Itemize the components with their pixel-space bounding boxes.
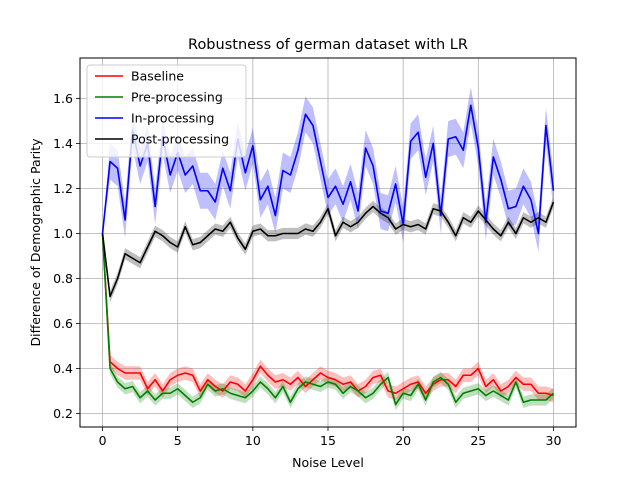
axis-ticks: 0 5 10 15 20 25 30 0.2 0.4 0.6 0.8 1.0 1.2 1.4 1.6 [53,91,561,448]
x-tick-label: 0 [99,433,107,448]
series-lines [101,104,555,406]
x-tick-label: 25 [470,433,486,448]
y-tick-label: 0.4 [53,361,73,376]
x-tick-label: 10 [245,433,261,448]
y-tick-label: 0.6 [53,316,73,331]
band-post-processing [102,196,554,303]
y-tick-label: 0.2 [53,406,73,421]
x-tick-label: 20 [395,433,411,448]
y-tick-label: 1.2 [53,181,73,196]
band-pre-processing [102,233,554,411]
y-tick-label: 0.8 [53,271,73,286]
grid-lines [80,58,576,427]
y-tick-label: 1.6 [53,91,73,106]
y-axis-title: Difference of Demographic Parity [28,138,43,347]
legend-entry-label: Post-processing [131,132,229,147]
series-line-post-processing [101,201,555,298]
y-tick-label: 1.0 [53,226,73,241]
y-tick-label: 1.4 [53,136,73,151]
x-tick-label: 30 [546,433,562,448]
legend-box [86,64,247,158]
legend-entry-label: Baseline [131,69,184,84]
chart-title: Robustness of german dataset with LR [188,37,468,53]
x-tick-label: 15 [320,433,336,448]
legend-entry-label: Pre-processing [131,90,223,105]
legend: Baseline Pre-processing In-processing Post-… [86,64,247,158]
x-tick-label: 5 [174,433,182,448]
x-axis-title: Noise Level [292,455,364,470]
legend-entry-label: In-processing [131,111,214,126]
series-line-pre-processing [101,233,554,406]
series-line-baseline [101,233,554,397]
